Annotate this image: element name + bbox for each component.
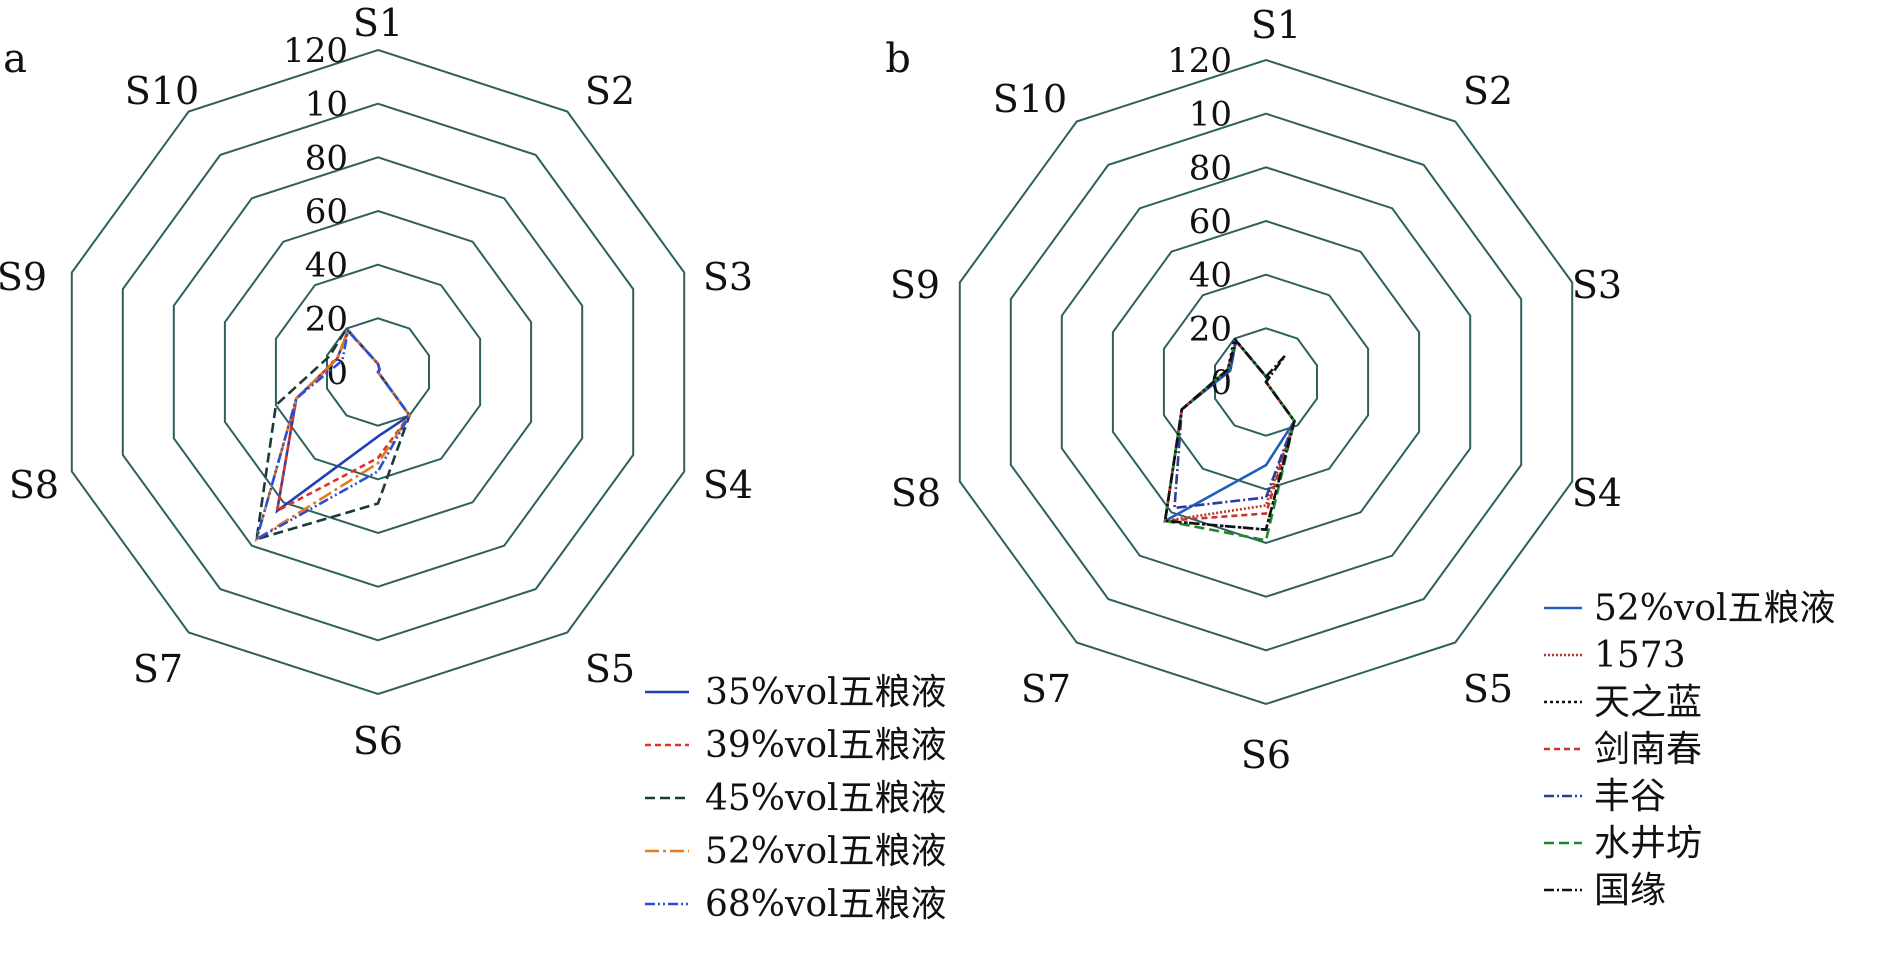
legend-entry: 剑南春: [1594, 729, 1702, 770]
axis-label-s5: S5: [1463, 667, 1513, 711]
axis-label-s1: S1: [353, 1, 403, 45]
radial-tick-label: 60: [1189, 202, 1232, 242]
grid-ring: [1060, 166, 1472, 598]
radial-tick-label: 120: [283, 31, 348, 71]
grid-ring: [70, 48, 686, 696]
axis-label-s8: S8: [9, 463, 59, 507]
radar-panel-b: 02040608010120S1S2S3S4S5S6S7S8S9S10b52%v…: [885, 3, 1835, 911]
radial-tick-label: 60: [305, 192, 348, 232]
axis-label-s1: S1: [1251, 3, 1301, 47]
legend-entry: 68%vol五粮液: [705, 884, 947, 925]
radial-tick-label: 20: [305, 299, 348, 339]
series-line: [1163, 338, 1296, 531]
legend-entry: 国缘: [1594, 870, 1666, 911]
radial-tick-label: 10: [305, 85, 348, 125]
legend-entry: 52%vol五粮液: [705, 831, 947, 872]
axis-label-s7: S7: [1021, 667, 1071, 711]
legend-entry: 丰谷: [1594, 776, 1666, 817]
legend-entry: 45%vol五粮液: [705, 778, 947, 819]
grid-ring: [121, 102, 635, 642]
axis-label-s9: S9: [890, 263, 940, 307]
grid-ring: [1162, 273, 1370, 491]
legend-entry: 35%vol五粮液: [705, 672, 947, 713]
grid-ring: [172, 156, 584, 588]
grid-ring: [1111, 219, 1421, 545]
axis-label-s8: S8: [891, 471, 941, 515]
panel-label: b: [885, 36, 911, 82]
legend-entry: 水井坊: [1594, 823, 1702, 864]
legend-entry: 1573: [1594, 635, 1686, 676]
grid-ring: [1214, 327, 1318, 437]
grid-ring: [958, 58, 1574, 706]
legend: 35%vol五粮液 39%vol五粮液 45%vol五粮液 52%vol五粮液 68%v…: [645, 672, 947, 925]
radial-tick-label: 40: [305, 246, 348, 286]
radial-tick-label: 20: [1189, 309, 1232, 349]
axis-label-s10: S10: [993, 77, 1067, 121]
axis-label-s4: S4: [1572, 471, 1622, 515]
axis-label-s7: S7: [133, 647, 183, 691]
radial-tick-label: 40: [1189, 256, 1232, 296]
axis-label-s6: S6: [1241, 733, 1291, 777]
grid-ring: [274, 263, 482, 481]
axis-label-s3: S3: [703, 255, 753, 299]
legend-entry: 39%vol五粮液: [705, 725, 947, 766]
legend-entry: 天之蓝: [1594, 682, 1702, 723]
series-line: [254, 327, 412, 542]
radial-tick-label: 120: [1167, 41, 1232, 81]
panel-label: a: [3, 36, 27, 82]
radial-tick-label: 80: [1189, 148, 1232, 188]
axis-label-s4: S4: [703, 463, 753, 507]
axis-label-s9: S9: [0, 255, 47, 299]
grid-ring: [223, 209, 533, 535]
axis-label-s2: S2: [1463, 69, 1513, 113]
axis-label-s10: S10: [125, 69, 199, 113]
axis-label-s6: S6: [353, 719, 403, 763]
grid-ring: [1009, 112, 1523, 652]
radar-panel-a: 02040608010120S1S2S3S4S5S6S7S8S9S10a35%v…: [0, 1, 947, 925]
axis-label-s3: S3: [1572, 263, 1622, 307]
grid-ring: [326, 317, 430, 427]
axis-label-s2: S2: [585, 69, 635, 113]
radial-tick-label: 10: [1189, 95, 1232, 135]
radial-tick-label: 80: [305, 138, 348, 178]
legend-entry: 52%vol五粮液: [1594, 588, 1836, 629]
axis-label-s5: S5: [585, 647, 635, 691]
